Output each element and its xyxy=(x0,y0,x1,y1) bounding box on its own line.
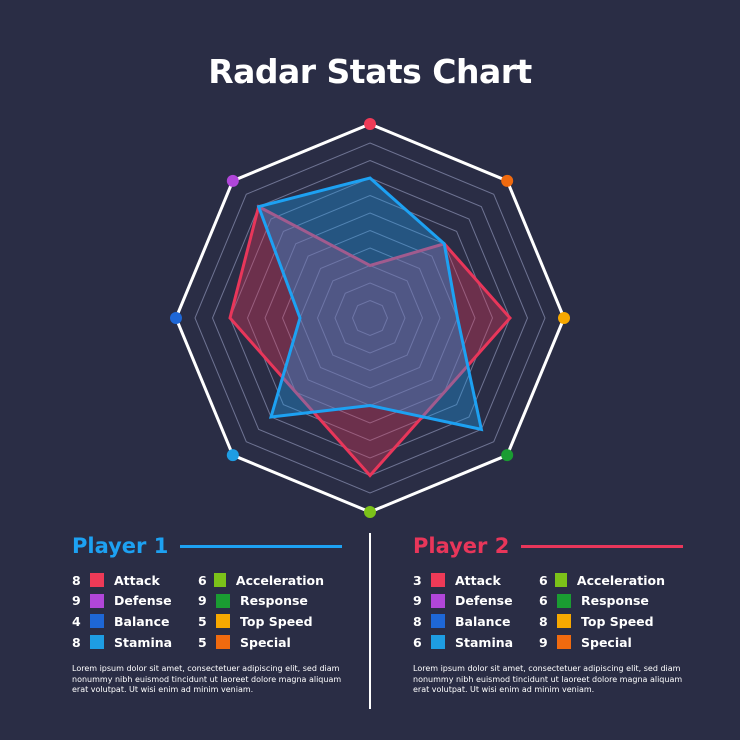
stat-color-swatch xyxy=(216,593,230,608)
player-2-stats-left: 3 Attack 9 Defense 8 Balance 6 Stamina xyxy=(413,570,539,652)
axis-marker-dot xyxy=(170,312,182,324)
stat-item: 6 Acceleration xyxy=(198,570,324,591)
stat-label: Acceleration xyxy=(235,572,324,588)
player-2-stats-right: 6 Acceleration 6 Response 8 Top Speed 9 Special xyxy=(539,570,665,652)
player-1-description: Lorem ipsum dolor sit amet, consectetuer… xyxy=(72,664,342,695)
stat-label: Response xyxy=(581,593,649,609)
stat-item: 9 Defense xyxy=(413,591,539,612)
radar-grid-ring xyxy=(334,282,406,354)
stat-color-swatch xyxy=(554,573,567,588)
stat-value: 6 xyxy=(539,572,548,588)
radar-grid-ring xyxy=(229,177,511,459)
stat-color-swatch xyxy=(90,635,104,650)
stat-label: Top Speed xyxy=(581,613,654,629)
player-2-panel: Player 2 3 Attack 9 Defense 8 Balance 6 Stamina… xyxy=(413,530,683,696)
axis-marker-dot xyxy=(501,449,514,462)
stat-label: Attack xyxy=(114,572,160,588)
player-1-panel: Player 1 8 Attack 9 Defense 4 Balance 8 Stamina… xyxy=(72,530,342,696)
stat-item: 9 Response xyxy=(198,591,324,612)
stat-color-swatch xyxy=(431,635,445,650)
stat-color-swatch xyxy=(90,614,104,629)
stat-value: 5 xyxy=(198,634,207,650)
series-polygon xyxy=(256,176,484,432)
stat-label: Balance xyxy=(114,613,170,629)
stat-color-swatch xyxy=(213,573,226,588)
stat-value: 6 xyxy=(539,593,548,609)
axis-marker-dot xyxy=(558,312,570,324)
stat-value: 6 xyxy=(198,572,207,588)
player-2-line xyxy=(521,544,683,548)
stat-color-swatch xyxy=(90,593,104,608)
stat-label: Response xyxy=(240,593,308,609)
player-2-header: Player 2 xyxy=(413,530,683,562)
stat-item: 8 Attack xyxy=(72,570,198,591)
stat-value: 9 xyxy=(413,593,422,609)
stat-label: Top Speed xyxy=(240,613,313,629)
stat-color-swatch xyxy=(431,614,445,629)
stat-color-swatch xyxy=(216,614,230,629)
player-2-description: Lorem ipsum dolor sit amet, consectetuer… xyxy=(413,664,683,695)
stat-label: Stamina xyxy=(114,634,173,650)
player-1-stats-right: 6 Acceleration 9 Response 5 Top Speed 5 Special xyxy=(198,570,324,652)
radar-grid-ring xyxy=(351,299,389,337)
stat-label: Defense xyxy=(114,593,172,609)
stat-item: 8 Balance xyxy=(413,611,539,632)
player-1-stats-left: 8 Attack 9 Defense 4 Balance 8 Stamina xyxy=(72,570,198,652)
stat-value: 9 xyxy=(198,593,207,609)
stat-value: 8 xyxy=(72,634,81,650)
stat-color-swatch xyxy=(557,635,571,650)
stat-item: 8 Top Speed xyxy=(539,611,665,632)
axis-marker-dot xyxy=(364,118,376,130)
chart-title: Radar Stats Chart xyxy=(208,52,532,91)
stat-item: 9 Defense xyxy=(72,591,198,612)
stat-value: 8 xyxy=(72,572,81,588)
axis-marker-dot xyxy=(501,174,514,187)
stat-value: 9 xyxy=(72,593,81,609)
stat-value: 5 xyxy=(198,613,207,629)
stat-value: 8 xyxy=(413,613,422,629)
player-1-line xyxy=(180,544,342,548)
stat-item: 5 Special xyxy=(198,632,324,653)
stat-color-swatch xyxy=(557,593,571,608)
axis-marker-dot xyxy=(364,506,376,518)
stat-value: 8 xyxy=(539,613,548,629)
stat-color-swatch xyxy=(216,635,230,650)
radar-grid-ring xyxy=(194,142,546,494)
stat-label: Defense xyxy=(455,593,513,609)
radar-grid-ring xyxy=(246,194,494,442)
stat-value: 3 xyxy=(413,572,422,588)
radar-chart xyxy=(170,118,570,518)
stat-color-swatch xyxy=(431,573,445,588)
panel-divider xyxy=(369,533,371,709)
stat-value: 9 xyxy=(539,634,548,650)
radar-grid-ring xyxy=(316,264,424,372)
player-1-header: Player 1 xyxy=(72,530,342,562)
stat-label: Acceleration xyxy=(576,572,665,588)
stat-value: 4 xyxy=(72,613,81,629)
stat-item: 6 Acceleration xyxy=(539,570,665,591)
series-polygon xyxy=(228,204,513,478)
axis-marker-dot xyxy=(226,449,239,462)
stat-item: 6 Response xyxy=(539,591,665,612)
radar-grid-ring xyxy=(299,247,441,389)
stat-item: 3 Attack xyxy=(413,570,539,591)
stat-item: 8 Stamina xyxy=(72,632,198,653)
stat-label: Special xyxy=(581,634,632,650)
stat-color-swatch xyxy=(90,573,104,588)
stat-item: 4 Balance xyxy=(72,611,198,632)
stat-label: Attack xyxy=(455,572,501,588)
stat-color-swatch xyxy=(431,593,445,608)
stat-label: Stamina xyxy=(455,634,514,650)
player-1-title: Player 1 xyxy=(72,534,169,558)
stat-label: Special xyxy=(240,634,291,650)
radar-grid-ring xyxy=(264,212,476,424)
stat-item: 9 Special xyxy=(539,632,665,653)
player-2-title: Player 2 xyxy=(413,534,510,558)
stat-label: Balance xyxy=(455,613,511,629)
stat-value: 6 xyxy=(413,634,422,650)
stat-item: 5 Top Speed xyxy=(198,611,324,632)
stat-color-swatch xyxy=(557,614,571,629)
stat-item: 6 Stamina xyxy=(413,632,539,653)
axis-marker-dot xyxy=(226,174,239,187)
